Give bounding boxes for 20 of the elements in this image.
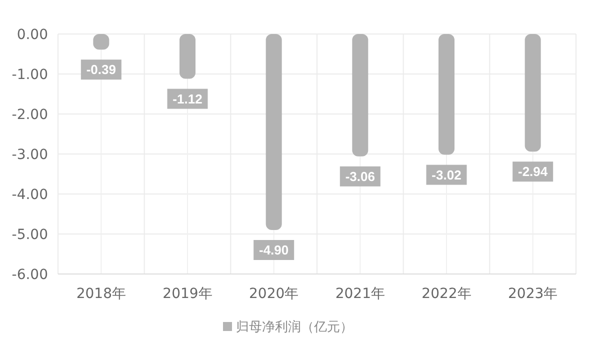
data-label: -1.12 bbox=[172, 91, 202, 106]
x-tick-label: 2022年 bbox=[422, 286, 472, 302]
y-tick-label: 0.00 bbox=[16, 26, 48, 43]
data-label: -4.90 bbox=[259, 242, 289, 258]
data-label: -3.02 bbox=[432, 167, 462, 182]
y-tick-label: -5.00 bbox=[12, 226, 48, 243]
x-tick-label: 2021年 bbox=[335, 286, 385, 302]
x-tick-label: 2023年 bbox=[508, 286, 558, 302]
legend-label: 归母净利润（亿元） bbox=[236, 320, 353, 336]
data-label: -2.94 bbox=[518, 164, 548, 180]
data-label: -0.39 bbox=[86, 62, 116, 78]
y-tick-label: -3.00 bbox=[12, 146, 48, 163]
y-tick-label: -1.00 bbox=[12, 66, 48, 83]
x-tick-label: 2018年 bbox=[76, 286, 126, 302]
x-tick-label: 2019年 bbox=[162, 286, 212, 302]
y-tick-label: -2.00 bbox=[12, 106, 48, 123]
x-tick-label: 2020年 bbox=[249, 286, 299, 302]
y-tick-label: -6.00 bbox=[12, 266, 48, 283]
y-tick-label: -4.00 bbox=[12, 186, 48, 203]
data-label: -3.06 bbox=[345, 168, 375, 184]
